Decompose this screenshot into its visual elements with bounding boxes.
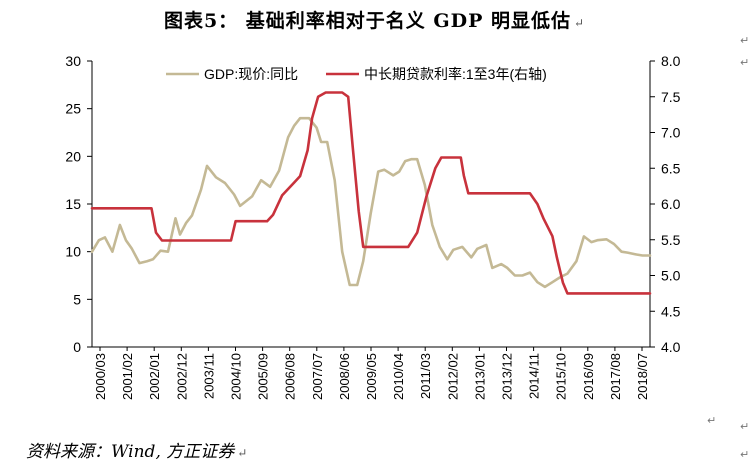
paragraph-mark-icon: ↵ <box>707 415 717 427</box>
left-axis-tick-label: 5 <box>73 291 81 307</box>
right-axis-tick-label: 4.5 <box>661 303 681 319</box>
right-axis-tick-label: 7.5 <box>661 89 681 105</box>
x-axis-tick-label: 2012/02 <box>445 353 460 400</box>
right-axis-tick-label: 6.0 <box>661 196 681 212</box>
x-axis-tick-label: 2018/07 <box>635 353 650 400</box>
chart-series-layer <box>90 91 652 295</box>
right-axis-tick-label: 5.0 <box>661 268 681 284</box>
series-line-loan-rate <box>90 91 652 295</box>
x-axis-tick-label: 2000/03 <box>93 353 108 400</box>
x-axis-tick-label: 2010/04 <box>391 353 406 400</box>
x-axis-tick-label: 2003/11 <box>201 353 216 399</box>
x-axis-tick-label: 2015/10 <box>554 353 569 400</box>
x-axis-tick-label: 2002/01 <box>147 353 162 400</box>
right-axis-tick-label: 4.0 <box>661 339 681 355</box>
x-axis-tick-label: 2014/11 <box>527 353 542 399</box>
right-axis-tick-label: 6.5 <box>661 160 681 176</box>
left-axis-tick-label: 30 <box>65 53 81 69</box>
x-axis-tick-label: 2017/08 <box>608 353 623 400</box>
source-note: 资料来源：Wind, 方正证券 ↵ <box>26 437 247 462</box>
source-note-text: 资料来源：Wind, 方正证券 <box>26 442 235 462</box>
x-axis-tick-label: 2011/03 <box>418 353 433 399</box>
paragraph-mark-icon: ↵ <box>740 57 749 69</box>
x-axis-tick-label: 2002/12 <box>174 353 189 400</box>
left-axis-tick-label: 10 <box>65 244 81 260</box>
x-axis-tick-label: 2013/01 <box>472 353 487 400</box>
x-axis-tick-label: 2004/10 <box>229 353 244 400</box>
x-axis-tick-label: 2007/07 <box>310 353 325 400</box>
x-axis-tick-label: 2008/06 <box>337 353 352 400</box>
left-axis-tick-label: 20 <box>65 148 81 164</box>
chart-axes: 0 5 10 15 20 25 30 4.0 4.5 5.0 5.5 6.0 6.5 7.0 7.5 8.0 2… <box>65 53 680 400</box>
chart-title: 图表5： 基础利率相对于名义 GDP 明显低估 ↵ <box>0 6 749 33</box>
x-axis-tick-label: 2001/02 <box>120 353 135 400</box>
legend-label: GDP:现价:同比 <box>204 66 298 82</box>
right-axis-tick-label: 8.0 <box>661 53 681 69</box>
chart-title-text: 图表5： 基础利率相对于名义 GDP 明显低估 <box>163 10 571 32</box>
right-axis-tick-label: 5.5 <box>661 232 681 248</box>
x-axis-tick-label: 2013/12 <box>500 353 515 400</box>
paragraph-mark-icon: ↵ <box>740 421 749 433</box>
paragraph-mark-icon: ↵ <box>574 16 586 30</box>
series-line-gdp <box>90 116 652 289</box>
paragraph-mark-icon: ↵ <box>237 446 248 460</box>
left-axis-tick-label: 15 <box>65 196 81 212</box>
x-axis-tick-label: 2005/09 <box>256 353 271 400</box>
x-axis-tick-label: 2016/09 <box>581 353 596 400</box>
left-axis-tick-label: 25 <box>65 101 81 117</box>
x-axis-tick-label: 2006/08 <box>283 353 298 400</box>
right-axis-tick-label: 7.0 <box>661 125 681 141</box>
x-axis-tick-label: 2009/05 <box>364 353 379 400</box>
left-axis-tick-label: 0 <box>73 339 81 355</box>
chart-legend: GDP:现价:同比 中长期贷款利率:1至3年(右轴) <box>166 66 547 82</box>
paragraph-mark-icon: ↵ <box>740 449 749 461</box>
legend-label: 中长期贷款利率:1至3年(右轴) <box>364 66 547 82</box>
paragraph-mark-icon: ↵ <box>740 35 749 47</box>
